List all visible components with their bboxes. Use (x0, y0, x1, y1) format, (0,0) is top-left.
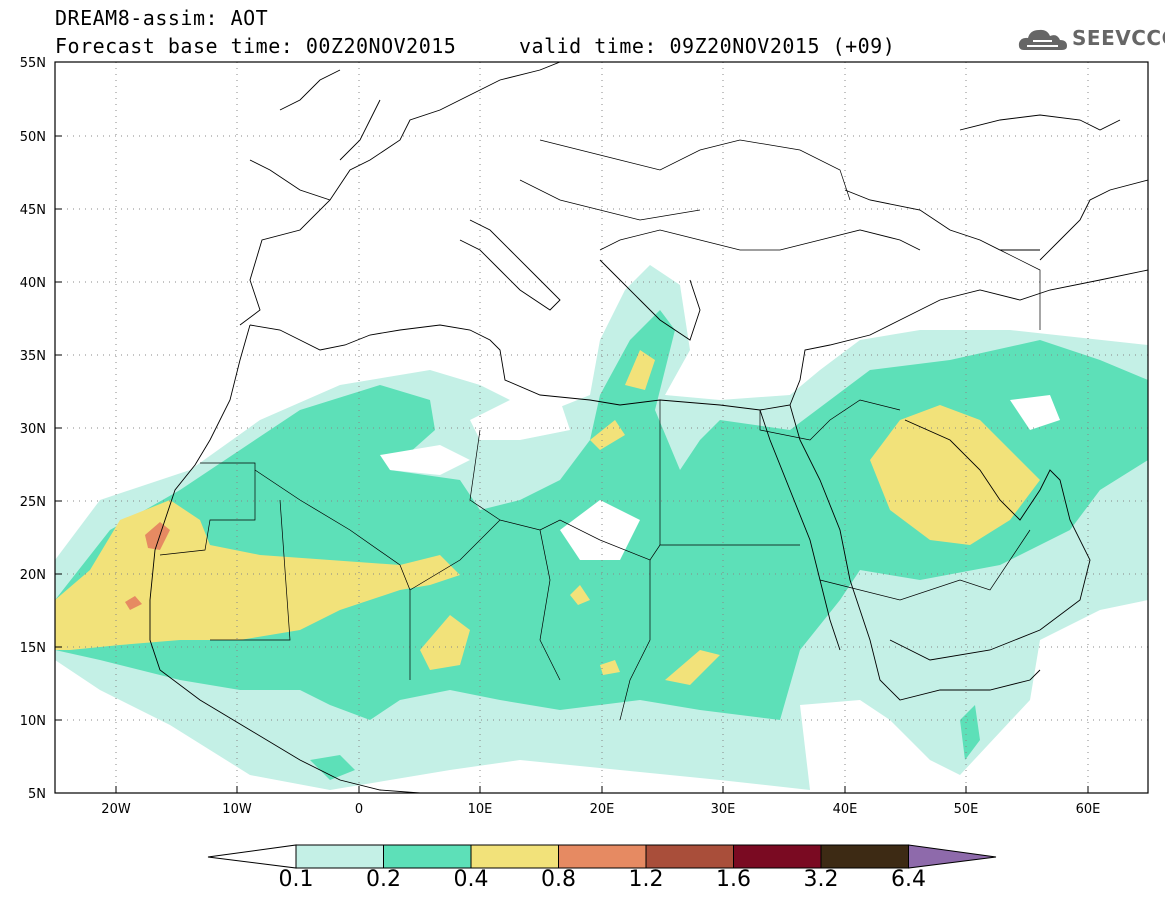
lat-label: 10N (20, 714, 46, 729)
longitude-labels: 20W 10W 0 10E 20E 30E 40E 50E 60E (101, 802, 1100, 817)
colorbar-segment (558, 844, 647, 869)
lat-label: 30N (20, 422, 46, 437)
colorbar (207, 844, 997, 869)
lon-label: 20W (101, 802, 131, 817)
colorbar-label: 0.2 (366, 867, 401, 892)
lat-label: 55N (20, 56, 46, 71)
aot-band-0.8-1.2 (125, 522, 170, 610)
lat-label: 45N (20, 203, 46, 218)
colorbar-label: 0.4 (453, 867, 489, 892)
cloud-icon (1018, 29, 1067, 50)
colorbar-segment (470, 844, 559, 869)
lon-label: 10E (468, 802, 493, 817)
lon-label: 50E (954, 802, 979, 817)
colorbar-label: 6.4 (891, 867, 926, 892)
seevccc-logo: SEEVCCC (1018, 24, 1165, 52)
lat-label: 35N (20, 349, 46, 364)
colorbar-label: 0.1 (278, 867, 314, 892)
lat-label: 20N (20, 568, 46, 583)
country-borders (159, 139, 1041, 721)
colorbar-label: 3.2 (803, 867, 839, 892)
colorbar-segment (820, 844, 909, 869)
colorbar-segment (645, 844, 734, 869)
map-grid (55, 62, 1148, 793)
colorbar-segment (295, 844, 384, 869)
colorbar-label: 1.6 (716, 867, 751, 892)
forecast-time-line: Forecast base time: 00Z20NOV2015 valid t… (55, 34, 896, 58)
lat-label: 5N (28, 787, 46, 802)
logo-text: SEEVCCC (1072, 26, 1165, 50)
colorbar-segment (733, 844, 822, 869)
colorbar-label: 0.8 (541, 867, 576, 892)
colorbar-segment (383, 844, 472, 869)
lon-label: 10W (222, 802, 252, 817)
coastlines (149, 62, 1148, 793)
aot-band-below-0.1 (380, 395, 1060, 560)
colorbar-low-arrow (207, 844, 297, 869)
lon-label: 60E (1076, 802, 1101, 817)
lon-label: 0 (355, 802, 363, 817)
axis-ticks (55, 135, 1089, 793)
colorbar-label: 1.2 (628, 867, 664, 892)
map-title: DREAM8-assim: AOT (55, 6, 269, 30)
lat-label: 15N (20, 641, 46, 656)
lon-label: 20E (590, 802, 615, 817)
colorbar-high-arrow (908, 844, 997, 869)
latitude-labels: 55N 50N 45N 40N 35N 30N 25N 20N 15N 10N … (20, 56, 46, 802)
lon-label: 40E (833, 802, 858, 817)
lat-label: 25N (20, 495, 46, 510)
lat-label: 50N (20, 130, 46, 145)
lat-label: 40N (20, 276, 46, 291)
lon-label: 30E (711, 802, 736, 817)
